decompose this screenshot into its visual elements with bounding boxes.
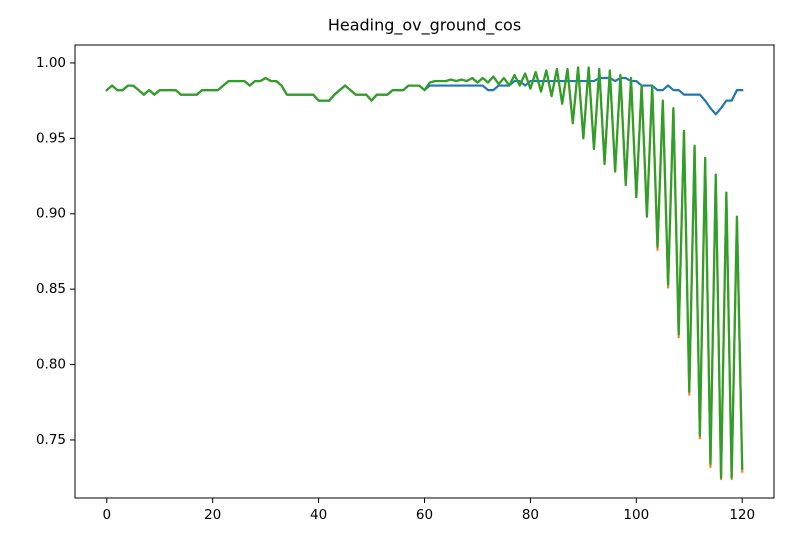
axes-frame [74,44,775,499]
y-tick-label: 1.00 [36,55,66,71]
x-tick-label: 60 [416,507,433,523]
y-tick-label: 0.75 [36,432,66,448]
x-tick-label: 20 [204,507,221,523]
x-tick-label: 120 [729,507,755,523]
x-tick-label: 80 [522,507,539,523]
series-line [105,76,744,116]
x-tick-label: 100 [623,507,649,523]
y-tick-label: 0.80 [36,357,66,373]
y-tick-label: 0.90 [36,206,66,222]
series-line [105,66,744,481]
y-tick-label: 0.95 [36,130,66,146]
x-tick-label: 40 [310,507,327,523]
chart-title: Heading_ov_ground_cos [328,16,521,36]
y-tick-label: 0.85 [36,281,66,297]
x-tick-label: 0 [102,507,111,523]
series-line [105,66,744,479]
